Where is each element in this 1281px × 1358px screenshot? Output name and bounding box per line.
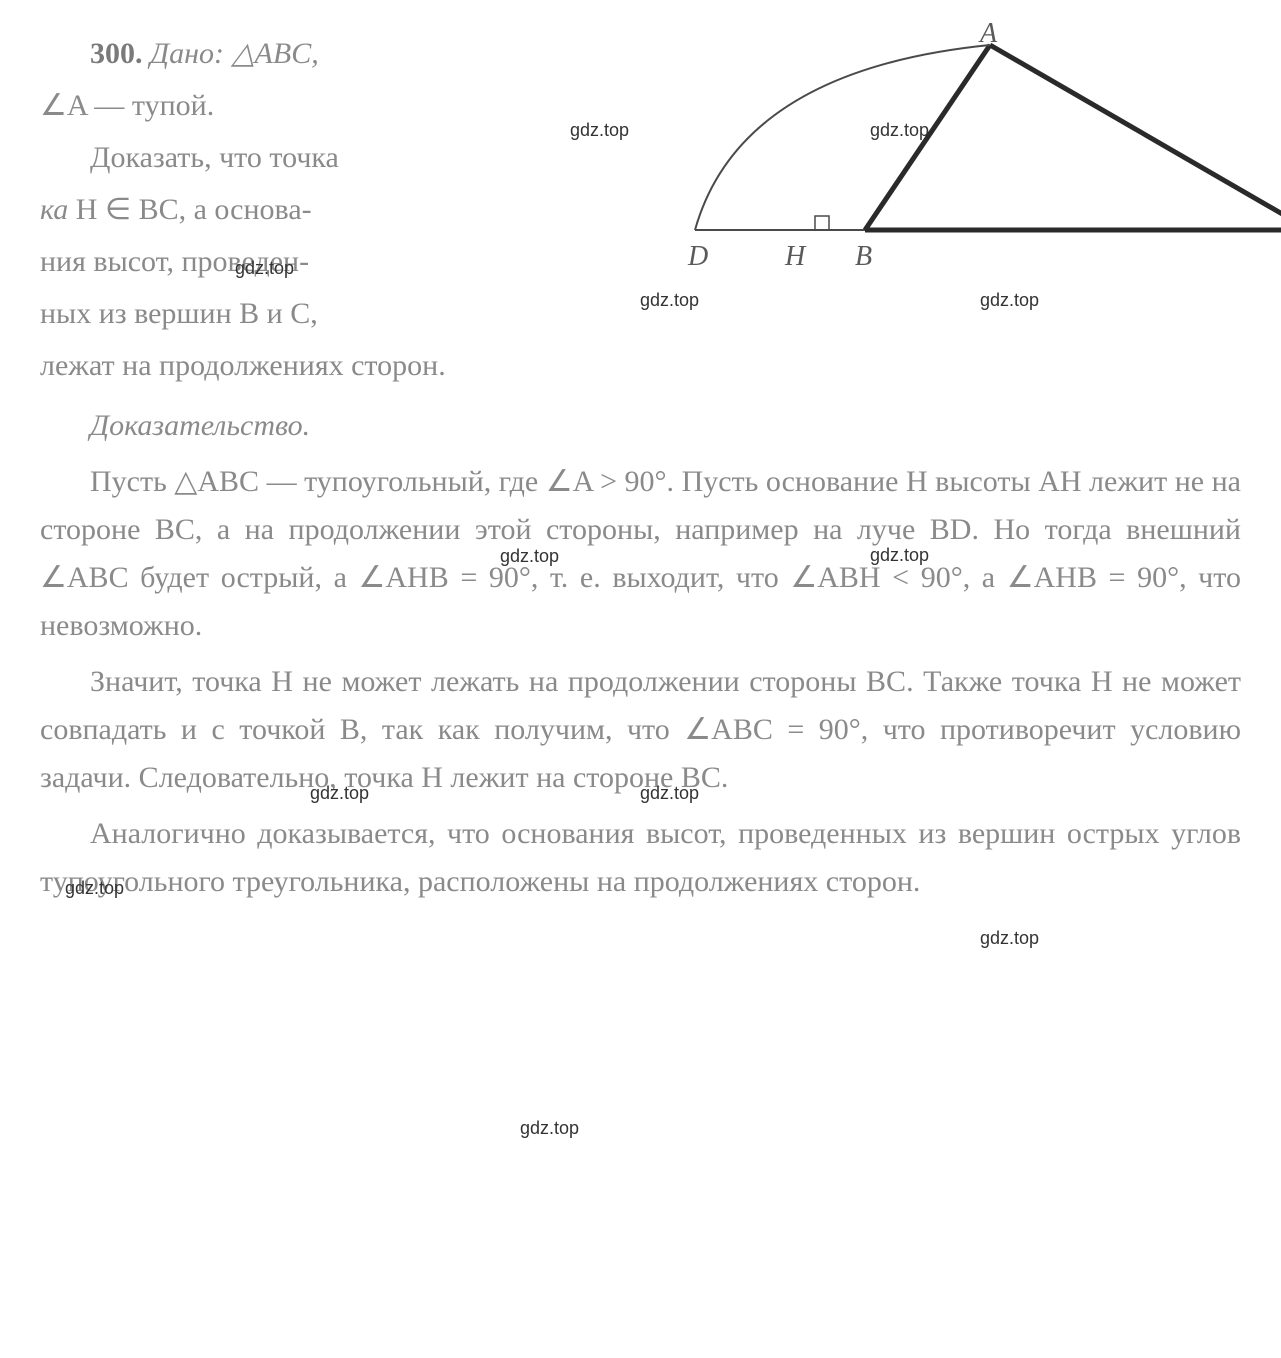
- label-a: A: [980, 12, 997, 57]
- label-h: H: [785, 235, 805, 280]
- triangle-diagram: [560, 30, 1281, 270]
- diagram-container: A B C D H: [560, 30, 1241, 280]
- arc-da: [695, 45, 990, 230]
- problem-content: 300. Дано: △ABC, ∠A — тупой. Доказать, ч…: [40, 30, 1241, 906]
- watermark: gdz.top: [570, 120, 629, 141]
- watermark: gdz.top: [980, 928, 1039, 949]
- label-b: B: [855, 235, 872, 280]
- proof-label: Доказательство.: [40, 402, 1241, 450]
- header-text: 300. Дано: △ABC, ∠A — тупой. Доказать, ч…: [40, 30, 560, 342]
- watermark: gdz.top: [640, 783, 699, 804]
- watermark: gdz.top: [870, 545, 929, 566]
- prove-intro: Доказать, что точка: [40, 134, 560, 182]
- given-label: Дано:: [150, 37, 224, 70]
- watermark: gdz.top: [310, 783, 369, 804]
- prove-line3: ных из вершин B и C,: [40, 290, 560, 338]
- right-angle-marker: [815, 216, 829, 230]
- label-d: D: [688, 235, 708, 280]
- given-content: △ABC,: [231, 37, 318, 70]
- proof-p1: Пусть △ABC — тупоугольный, где ∠A > 90°.…: [40, 458, 1241, 650]
- line-ac: [990, 45, 1281, 230]
- watermark: gdz.top: [235, 258, 294, 279]
- proof-p2: Значит, точка H не может лежать на продо…: [40, 658, 1241, 802]
- prove-line2: ния высот, проведен-: [40, 238, 560, 286]
- prove-line4: лежат на продолжениях сторон.: [40, 342, 1241, 390]
- problem-number: 300.: [90, 37, 143, 70]
- watermark: gdz.top: [640, 290, 699, 311]
- prove-line1: ка H ∈ BC, а основа-: [40, 186, 560, 234]
- proof-p3: Аналогично доказывается, что основания в…: [40, 810, 1241, 906]
- angle-condition: ∠A — тупой.: [40, 82, 560, 130]
- watermark: gdz.top: [980, 290, 1039, 311]
- watermark: gdz.top: [520, 1118, 579, 1139]
- watermark: gdz.top: [65, 878, 124, 899]
- watermark: gdz.top: [500, 546, 559, 567]
- watermark: gdz.top: [870, 120, 929, 141]
